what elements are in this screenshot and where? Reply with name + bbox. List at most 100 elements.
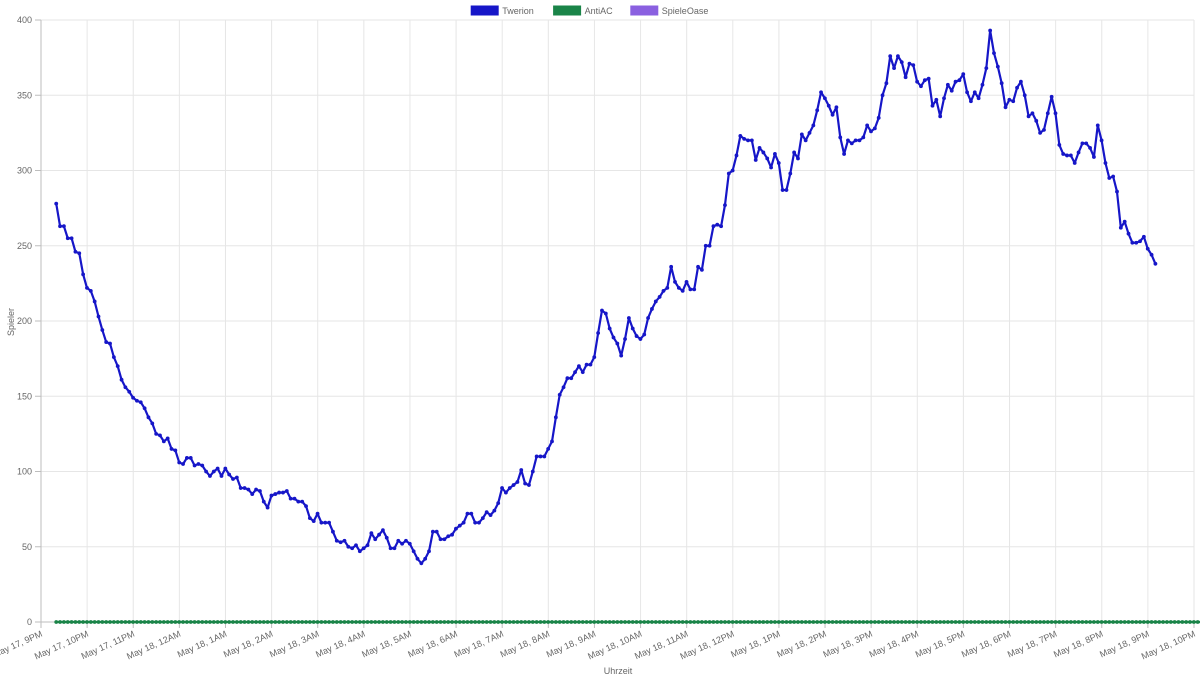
data-point	[1015, 85, 1019, 90]
data-point	[565, 376, 570, 381]
data-point	[607, 620, 612, 624]
data-point	[919, 84, 923, 89]
data-point	[769, 620, 773, 624]
data-point	[707, 620, 712, 624]
data-point	[995, 620, 1000, 624]
data-point	[711, 224, 716, 229]
data-point	[254, 620, 258, 624]
x-tick-label: May 18, 1AM	[176, 629, 229, 660]
data-point	[684, 279, 689, 284]
data-point	[204, 620, 209, 624]
data-point	[757, 620, 762, 624]
data-point	[1065, 153, 1069, 158]
data-point	[1061, 620, 1066, 624]
data-point	[62, 224, 66, 229]
data-point	[773, 620, 777, 624]
data-point	[972, 90, 977, 95]
data-point	[653, 299, 658, 304]
data-point	[273, 492, 278, 496]
data-point	[523, 620, 528, 624]
data-point	[872, 126, 877, 131]
x-axis-title: Uhrzeit	[604, 666, 633, 675]
data-point	[600, 308, 604, 313]
data-point	[215, 466, 220, 471]
data-point	[826, 620, 831, 624]
data-point	[861, 135, 866, 140]
data-point	[596, 620, 601, 624]
data-point	[1022, 93, 1027, 98]
data-point	[115, 364, 120, 369]
data-point	[1153, 620, 1158, 624]
data-point	[553, 415, 558, 420]
data-point	[688, 287, 693, 292]
data-point	[888, 54, 893, 59]
data-point	[626, 620, 631, 624]
data-point	[446, 534, 451, 539]
data-point	[127, 620, 132, 624]
data-point	[796, 620, 800, 624]
data-point	[111, 620, 116, 624]
data-point	[346, 544, 351, 549]
data-point	[711, 620, 716, 624]
data-point	[719, 224, 724, 229]
data-point	[1126, 620, 1131, 624]
data-point	[135, 620, 139, 624]
data-point	[938, 620, 943, 624]
data-point	[407, 620, 412, 624]
data-point	[254, 487, 258, 492]
y-axis-ticks: 0 50 100 150 200 250 300 350 400	[17, 15, 32, 627]
data-point	[438, 537, 443, 542]
data-point	[530, 620, 535, 624]
data-point	[1130, 620, 1135, 624]
data-point	[350, 546, 355, 551]
data-point	[108, 620, 112, 624]
data-point	[188, 620, 193, 624]
data-point	[961, 72, 966, 77]
legend-item-antiac[interactable]: AntiAC	[553, 5, 614, 16]
data-point	[880, 620, 885, 624]
data-point	[749, 138, 754, 143]
data-point	[311, 620, 316, 624]
data-point	[838, 620, 843, 624]
data-point	[1061, 152, 1066, 156]
data-point	[1080, 620, 1085, 624]
data-point	[388, 620, 393, 624]
x-tick-label: May 18, 4AM	[314, 629, 367, 660]
data-point	[184, 620, 189, 624]
data-point	[888, 620, 893, 624]
data-point	[400, 541, 405, 546]
legend-item-spieleoase[interactable]: SpieleOase	[630, 5, 709, 16]
data-point	[1034, 118, 1039, 123]
data-point	[269, 620, 274, 624]
data-point	[273, 620, 278, 624]
data-point	[104, 340, 109, 344]
x-tick-label: May 18, 4PM	[868, 629, 921, 660]
data-point	[246, 620, 251, 624]
data-point	[446, 620, 451, 624]
data-point	[603, 620, 608, 624]
data-point	[665, 285, 670, 290]
data-point	[384, 620, 389, 624]
data-point	[842, 620, 846, 624]
data-point	[62, 620, 66, 624]
data-point	[281, 620, 285, 624]
data-point	[976, 620, 981, 624]
data-point	[676, 285, 681, 290]
data-point	[173, 448, 178, 453]
data-point	[315, 620, 320, 624]
data-point	[519, 468, 524, 472]
data-point	[819, 90, 823, 95]
data-point	[919, 620, 923, 624]
data-point	[196, 620, 201, 624]
data-point	[1072, 161, 1077, 165]
x-tick-label: May 18, 5AM	[360, 629, 413, 660]
data-point	[884, 81, 889, 86]
data-point	[150, 421, 155, 426]
data-point	[657, 295, 662, 299]
data-point	[96, 314, 101, 319]
data-point	[500, 620, 504, 624]
data-point	[907, 620, 912, 624]
y-tick-label: 200	[17, 316, 32, 326]
data-point	[123, 385, 128, 390]
legend-item-twerion[interactable]: Twerion	[470, 5, 534, 16]
